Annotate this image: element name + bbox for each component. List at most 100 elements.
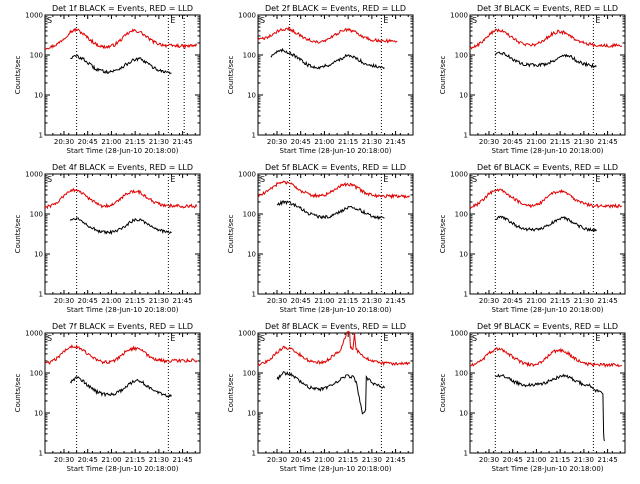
x-tick-label: 20:45 — [291, 297, 311, 305]
y-tick-label: 10 — [247, 92, 256, 100]
panel-title: Det 6f BLACK = Events, RED = LLD — [477, 163, 618, 172]
x-tick-label: 21:45 — [173, 456, 193, 464]
x-tick-label: 21:45 — [386, 138, 406, 146]
x-axis-label: Start Time (28-Jun-10 20:18:00) — [280, 306, 392, 314]
plot-frame — [44, 14, 201, 136]
series-line-events — [276, 199, 385, 221]
x-tick-label: 20:30 — [479, 456, 499, 464]
panel-title: Det 7f BLACK = Events, RED = LLD — [52, 322, 193, 331]
y-axis-label: Counts/sec — [439, 56, 447, 95]
x-tick-label: 20:30 — [267, 456, 287, 464]
x-tick-label: 21:00 — [314, 138, 334, 146]
y-tick-label: 1 — [464, 450, 468, 458]
y-tick-label: 1 — [39, 291, 43, 299]
plot-frame — [469, 332, 626, 454]
series-line-events — [494, 51, 597, 69]
x-axis-label: Start Time (28-Jun-10 20:18:00) — [67, 306, 179, 314]
x-tick-label: 21:30 — [149, 456, 169, 464]
y-tick-label: 100 — [30, 211, 43, 219]
y-tick-label: 1 — [39, 132, 43, 140]
panel-5: Det 5f BLACK = Events, RED = LLD 1 10 100 10… — [227, 163, 414, 314]
x-tick-label: 21:30 — [362, 297, 382, 305]
y-tick-label: 1000 — [25, 330, 43, 338]
panel-2: Det 2f BLACK = Events, RED = LLD 1 10 100 10… — [227, 4, 414, 155]
panel-title: Det 2f BLACK = Events, RED = LLD — [265, 4, 406, 13]
x-tick-label: 20:45 — [503, 138, 523, 146]
plot-frame — [257, 14, 414, 136]
y-tick-label: 1000 — [238, 12, 256, 20]
panel-title: Det 1f BLACK = Events, RED = LLD — [52, 4, 193, 13]
series-line-events — [70, 54, 172, 75]
start-marker: S — [260, 175, 265, 184]
x-axis-label: Start Time (28-Jun-10 20:18:00) — [280, 465, 392, 473]
x-tick-label: 21:00 — [526, 297, 546, 305]
x-tick-label: 21:15 — [550, 297, 570, 305]
x-tick-label: 20:30 — [54, 138, 74, 146]
y-tick-label: 100 — [30, 52, 43, 60]
x-tick-label: 21:00 — [526, 456, 546, 464]
x-tick-label: 21:15 — [338, 138, 358, 146]
panel-title: Det 4f BLACK = Events, RED = LLD — [52, 163, 193, 172]
series-line-lld — [44, 187, 198, 210]
y-axis-label: Counts/sec — [439, 374, 447, 413]
y-tick-label: 10 — [247, 410, 256, 418]
x-tick-label: 20:30 — [267, 138, 287, 146]
series-line-events — [270, 47, 385, 70]
y-tick-label: 10 — [247, 251, 256, 259]
x-tick-label: 20:30 — [479, 297, 499, 305]
y-tick-label: 1000 — [450, 171, 468, 179]
y-axis-label: Counts/sec — [227, 374, 235, 413]
x-tick-label: 21:30 — [362, 456, 382, 464]
x-tick-label: 21:15 — [550, 456, 570, 464]
x-tick-label: 20:30 — [479, 138, 499, 146]
x-tick-label: 20:30 — [267, 297, 287, 305]
panel-9: Det 9f BLACK = Events, RED = LLD 1 10 100 10… — [439, 322, 626, 473]
x-tick-label: 21:00 — [526, 138, 546, 146]
panel-title: Det 9f BLACK = Events, RED = LLD — [477, 322, 618, 331]
x-tick-label: 21:30 — [574, 456, 594, 464]
y-tick-label: 100 — [243, 211, 256, 219]
x-tick-label: 21:45 — [173, 297, 193, 305]
x-tick-label: 21:30 — [574, 297, 594, 305]
series-line-lld — [469, 347, 622, 368]
plot-frame — [44, 332, 201, 454]
y-axis-label: Counts/sec — [14, 215, 22, 254]
x-axis-label: Start Time (28-Jun-10 20:18:00) — [67, 147, 179, 155]
x-tick-label: 21:00 — [314, 297, 334, 305]
start-marker: S — [47, 334, 52, 343]
x-tick-label: 20:45 — [78, 138, 98, 146]
x-tick-label: 21:45 — [386, 297, 406, 305]
panel-3: Det 3f BLACK = Events, RED = LLD 1 10 100 10… — [439, 4, 626, 155]
series-line-lld — [44, 344, 198, 365]
x-tick-label: 20:45 — [291, 456, 311, 464]
start-marker: S — [472, 16, 477, 25]
y-tick-label: 1000 — [25, 12, 43, 20]
x-tick-label: 20:45 — [78, 297, 98, 305]
y-axis-label: Counts/sec — [227, 56, 235, 95]
plot-frame — [257, 173, 414, 295]
end-marker: E — [595, 334, 600, 343]
x-tick-label: 21:15 — [338, 456, 358, 464]
x-tick-label: 20:30 — [54, 456, 74, 464]
y-tick-label: 1000 — [25, 171, 43, 179]
y-tick-label: 1000 — [450, 330, 468, 338]
series-line-lld — [44, 27, 198, 50]
y-tick-label: 1 — [252, 450, 256, 458]
y-axis-label: Counts/sec — [14, 374, 22, 413]
end-marker: E — [170, 175, 175, 184]
y-tick-label: 10 — [459, 92, 468, 100]
x-tick-label: 20:45 — [291, 138, 311, 146]
start-marker: S — [47, 175, 52, 184]
y-axis-label: Counts/sec — [227, 215, 235, 254]
plot-frame — [44, 173, 201, 295]
x-tick-label: 21:30 — [362, 138, 382, 146]
panel-4: Det 4f BLACK = Events, RED = LLD 1 10 100 10… — [14, 163, 201, 314]
series-line-events — [69, 217, 172, 236]
x-axis-label: Start Time (28-Jun-10 20:18:00) — [67, 465, 179, 473]
y-tick-label: 1 — [464, 291, 468, 299]
start-marker: S — [472, 334, 477, 343]
panel-6: Det 6f BLACK = Events, RED = LLD 1 10 100 10… — [439, 163, 626, 314]
series-line-events — [495, 373, 605, 442]
x-tick-label: 21:00 — [101, 456, 121, 464]
